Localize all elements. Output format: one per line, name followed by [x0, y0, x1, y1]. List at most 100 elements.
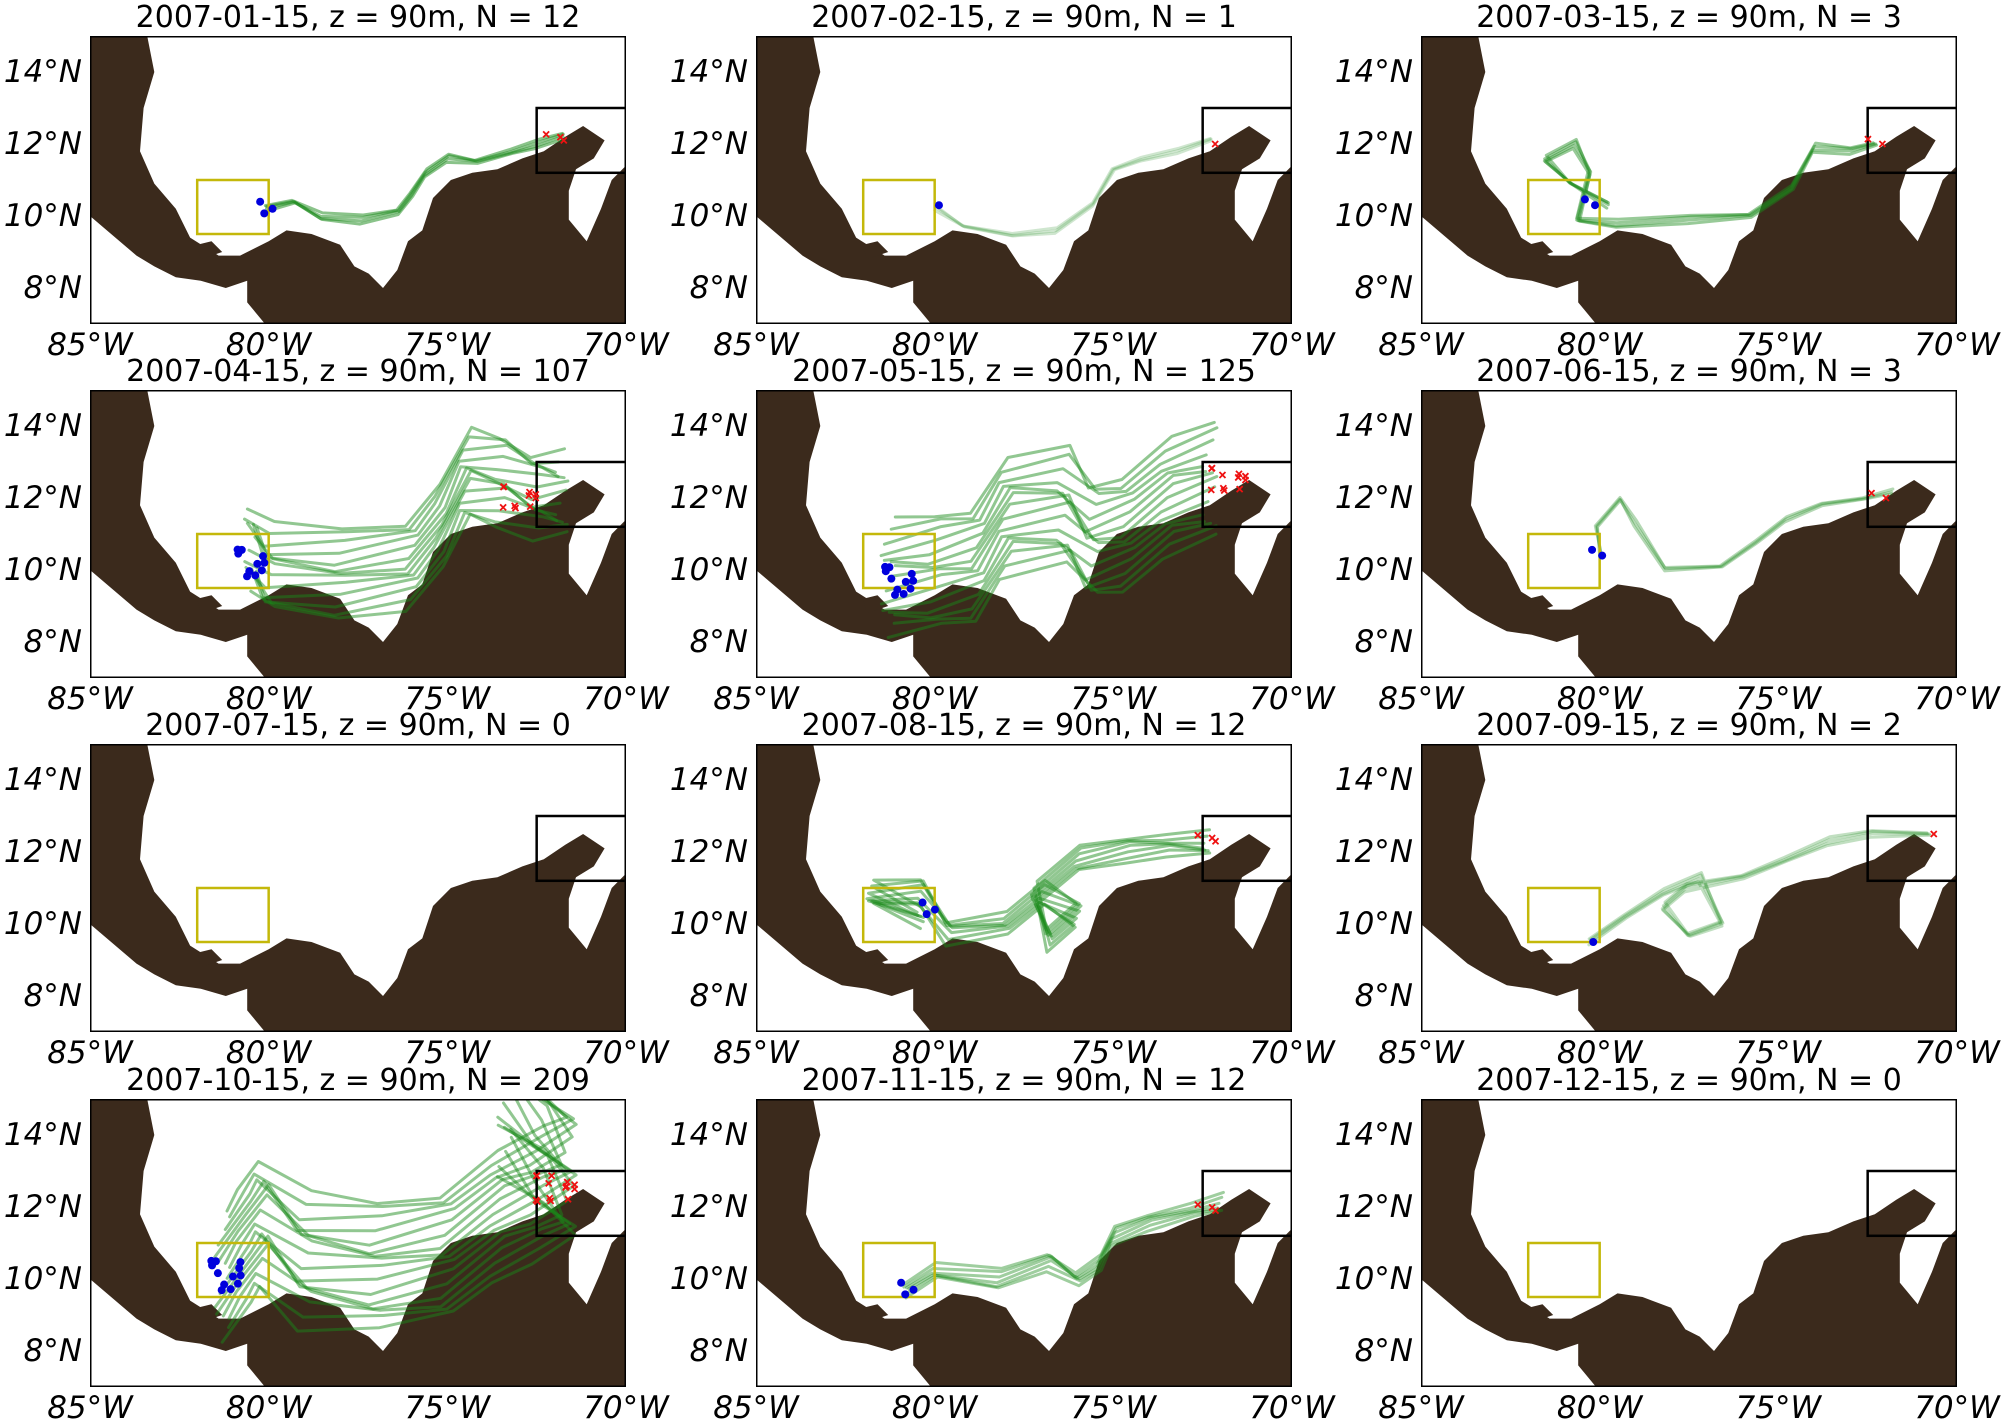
particle-trajectory [870, 848, 1210, 947]
lon-tick-label: 70°W [1914, 327, 2000, 363]
lat-tick-label: 8°N [23, 978, 82, 1014]
lat-tick-label: 10°N [1334, 906, 1413, 942]
axes-frame [756, 744, 1292, 1032]
end-point-marker [1218, 471, 1227, 479]
particle-trajectory [220, 1175, 577, 1344]
end-point-marker [511, 504, 520, 512]
island [197, 949, 223, 968]
end-point-marker [562, 1183, 570, 1192]
particle-trajectory [892, 524, 1218, 625]
release-point [930, 905, 939, 914]
lon-tick-label: 70°W [1914, 1390, 2000, 1426]
source-region-box [195, 1241, 270, 1299]
particle-trajectory [867, 843, 1207, 941]
lon-tick-label: 85°W [713, 681, 799, 717]
end-point-marker [500, 482, 508, 491]
particle-trajectory [882, 465, 1205, 562]
particle-trajectory [255, 509, 564, 609]
particle-trajectory [884, 485, 1217, 593]
particle-trajectory [893, 471, 1214, 569]
land-mass [1421, 744, 1957, 1032]
release-point [1591, 201, 1600, 210]
lat-tick-label: 8°N [689, 1333, 748, 1369]
lat-tick-label: 14°N [669, 408, 748, 444]
release-point [934, 201, 943, 210]
source-region-box [195, 178, 270, 236]
island [863, 1304, 889, 1323]
release-point [217, 1286, 226, 1295]
source-region-box [1526, 178, 1601, 236]
lon-tick-label: 70°W [1914, 1035, 2000, 1071]
particle-trajectory [245, 425, 566, 531]
particle-trajectory [901, 1190, 1225, 1286]
end-point-marker [1208, 834, 1216, 842]
release-point [233, 1279, 242, 1288]
particle-trajectory [865, 842, 1205, 938]
land-mass [90, 36, 626, 324]
land-mass [1421, 1099, 1957, 1387]
lon-tick-label: 75°W [1735, 681, 1822, 717]
lon-tick-label: 80°W [891, 1390, 978, 1426]
land-mass [90, 390, 626, 678]
particle-trajectory [245, 443, 557, 548]
release-point [257, 566, 266, 575]
release-point [234, 549, 243, 558]
panel-title: 2007-10-15, z = 90m, N = 209 [126, 1063, 590, 1098]
map-area [756, 744, 1292, 1032]
lon-tick-label: 75°W [1070, 1390, 1157, 1426]
particle-trajectory [879, 453, 1208, 558]
lon-tick-label: 85°W [1378, 1035, 1464, 1071]
release-point [226, 1285, 235, 1294]
lat-tick-label: 8°N [23, 624, 82, 660]
particle-trajectory [243, 435, 560, 535]
particle-trajectory [225, 1099, 568, 1213]
lon-tick-label: 70°W [1249, 681, 1335, 717]
lat-tick-label: 12°N [1334, 834, 1413, 870]
axes-frame [1421, 744, 1957, 1032]
particle-trajectory [255, 465, 566, 567]
lon-tick-label: 85°W [713, 1035, 799, 1071]
release-point [901, 1290, 910, 1299]
lat-tick-label: 10°N [1334, 552, 1413, 588]
particle-trajectory [216, 1099, 574, 1247]
release-point [906, 584, 915, 593]
land-mass [756, 390, 1292, 678]
lat-tick-label: 12°N [669, 1189, 748, 1225]
panel-title: 2007-03-15, z = 90m, N = 3 [1476, 0, 1902, 35]
particle-trajectory [881, 513, 1205, 612]
panel-title: 2007-04-15, z = 90m, N = 107 [126, 354, 590, 389]
lat-tick-label: 8°N [689, 270, 748, 306]
lat-tick-label: 8°N [1354, 270, 1413, 306]
end-point-marker [564, 1195, 572, 1203]
release-point [909, 1285, 918, 1294]
release-point [901, 577, 910, 586]
land-mass [1421, 36, 1957, 324]
lon-tick-label: 75°W [1070, 681, 1157, 717]
map-area [1421, 1099, 1957, 1387]
particle-trajectory [225, 1115, 578, 1280]
source-region-box [1526, 1241, 1601, 1299]
lat-tick-label: 14°N [3, 1117, 82, 1153]
axes-frame [1421, 390, 1957, 678]
island [863, 949, 889, 968]
lat-tick-label: 8°N [23, 270, 82, 306]
particle-trajectory [223, 1099, 567, 1265]
release-point [213, 1269, 222, 1278]
release-point [897, 1278, 906, 1287]
lat-tick-label: 12°N [3, 480, 82, 516]
lat-tick-label: 14°N [3, 762, 82, 798]
panel-title: 2007-11-15, z = 90m, N = 12 [801, 1063, 1247, 1098]
lat-tick-label: 12°N [669, 480, 748, 516]
lat-tick-label: 12°N [3, 834, 82, 870]
particle-trajectory [1587, 829, 1929, 941]
release-point [208, 1261, 217, 1270]
end-point-marker [1878, 140, 1887, 148]
lat-tick-label: 14°N [669, 762, 748, 798]
lat-tick-label: 12°N [3, 126, 82, 162]
source-region-box [195, 886, 270, 944]
map-area [1421, 36, 1957, 324]
particle-trajectory [216, 1099, 563, 1264]
release-point [268, 204, 277, 213]
release-point [918, 898, 927, 907]
island [863, 595, 889, 614]
